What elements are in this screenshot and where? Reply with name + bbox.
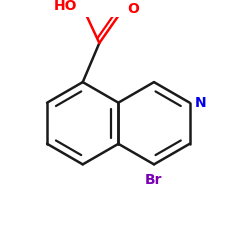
Text: O: O — [128, 2, 140, 16]
Text: HO: HO — [54, 0, 77, 13]
Text: N: N — [194, 96, 206, 110]
Text: Br: Br — [145, 173, 163, 187]
